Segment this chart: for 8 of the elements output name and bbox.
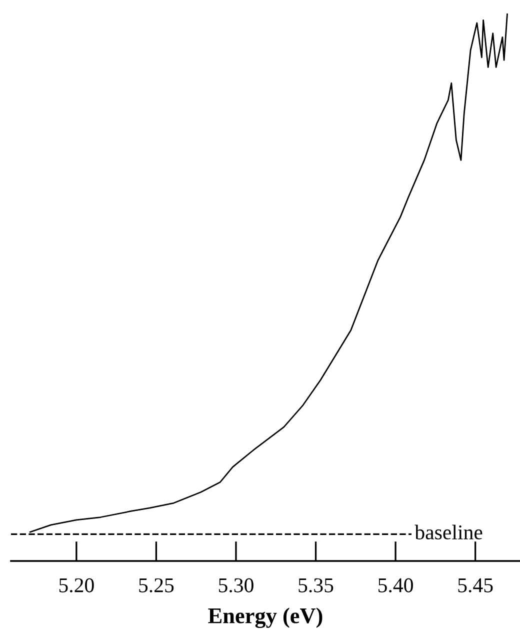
- x-tick-label: 5.45: [458, 578, 493, 592]
- ref-line-label: baseline: [414, 524, 482, 540]
- x-tick-label: 5.30: [218, 578, 254, 592]
- x-tick-label: 5.25: [139, 578, 174, 592]
- x-axis-title: Energy (eV): [208, 608, 322, 628]
- x-tick-label: 5.35: [298, 578, 334, 592]
- x-tick-label: 5.40: [378, 578, 413, 592]
- x-tick-label: 5.20: [59, 578, 94, 592]
